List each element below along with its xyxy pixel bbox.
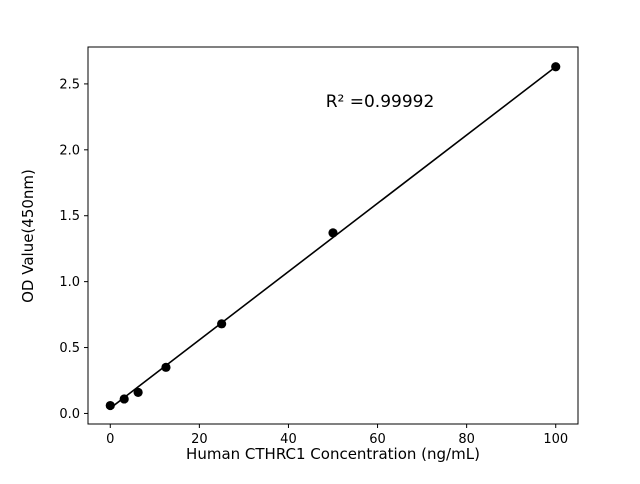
data-point: [133, 387, 143, 397]
x-tick-label: 60: [369, 432, 386, 447]
y-tick-label: 0.5: [59, 341, 80, 356]
y-tick-label: 0.0: [59, 407, 80, 422]
data-point: [328, 228, 338, 238]
y-tick-label: 1.0: [59, 275, 80, 290]
data-point: [217, 319, 227, 329]
x-tick-label: 20: [191, 432, 208, 447]
y-axis-label: OD Value(450nm): [19, 169, 37, 303]
y-tick-label: 1.5: [59, 209, 80, 224]
x-tick-label: 80: [458, 432, 475, 447]
axes-frame: [87, 46, 579, 425]
x-axis-label: Human CTHRC1 Concentration (ng/mL): [186, 445, 480, 463]
x-tick-label: 100: [543, 432, 568, 447]
data-point: [119, 394, 129, 404]
plot-area: 0 20 40 60 80 100 0.0 0.5 1.0 1.5 2.0 2.5: [59, 46, 579, 447]
fit-line: [109, 66, 557, 409]
x-tick-label: 0: [106, 432, 114, 447]
r-squared-annotation: R² =0.99992: [326, 92, 435, 112]
data-point: [105, 400, 115, 411]
y-tick-label: 2.5: [59, 77, 80, 92]
data-point: [161, 362, 171, 372]
data-point: [551, 62, 561, 72]
x-tick-label: 40: [280, 432, 297, 447]
y-tick-label: 2.0: [59, 143, 80, 158]
